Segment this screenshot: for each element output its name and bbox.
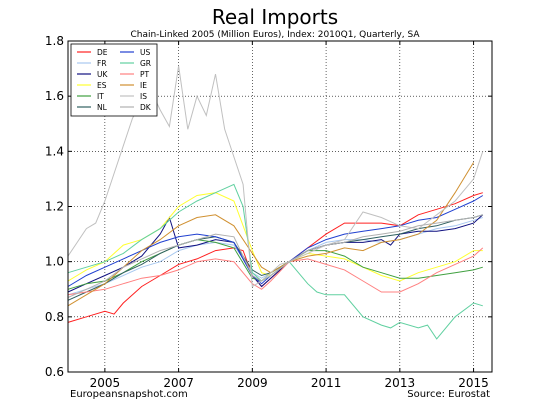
source-left: Europeansnapshot.com xyxy=(70,389,188,400)
legend-label-nl: NL xyxy=(97,103,108,112)
y-tick-label: 0.8 xyxy=(45,310,64,324)
x-tick-label: 2007 xyxy=(163,376,194,390)
legend-label-us: US xyxy=(140,48,150,57)
x-tick-label: 2009 xyxy=(237,376,268,390)
legend-label-fr: FR xyxy=(97,59,107,68)
legend-label-gr: GR xyxy=(140,59,151,68)
y-tick-label: 1.0 xyxy=(45,255,64,269)
x-tick-label: 2005 xyxy=(90,376,121,390)
legend-label-de: DE xyxy=(97,48,108,57)
series-line-is xyxy=(67,65,484,288)
chart-title: Real Imports xyxy=(212,5,338,29)
y-tick-label: 0.6 xyxy=(45,365,64,379)
series-line-es xyxy=(67,192,483,282)
series-line-de xyxy=(67,192,483,323)
series-line-nl xyxy=(67,214,483,301)
legend-label-is: IS xyxy=(140,92,147,101)
y-tick-label: 1.4 xyxy=(45,144,64,158)
series-line-ie xyxy=(67,162,475,307)
y-tick-label: 1.2 xyxy=(45,200,64,214)
series-line-pt xyxy=(67,247,484,296)
series-line-uk xyxy=(67,214,484,293)
legend-label-es: ES xyxy=(97,81,107,90)
series-line-dk xyxy=(67,214,483,298)
y-tick-label: 1.6 xyxy=(45,89,64,103)
x-tick-label: 2011 xyxy=(311,376,342,390)
legend-box xyxy=(70,43,158,117)
source-right: Source: Eurostat xyxy=(407,389,490,400)
x-tick-label: 2013 xyxy=(385,376,416,390)
legend-label-dk: DK xyxy=(140,103,152,112)
x-tick-label: 2015 xyxy=(458,376,489,390)
legend-label-pt: PT xyxy=(140,70,150,79)
legend: DE FR UK ES IT NL US GR PT IE IS DK xyxy=(70,43,158,117)
legend-label-uk: UK xyxy=(97,70,108,79)
chart-subtitle: Chain-Linked 2005 (Million Euros), Index… xyxy=(130,30,420,40)
legend-label-it: IT xyxy=(97,92,104,101)
series-layer xyxy=(67,65,484,340)
legend-label-ie: IE xyxy=(140,81,147,90)
axis-ticks: 0.6 0.8 1.0 1.2 1.4 1.6 1.8 2005 2007 2009 2011 201… xyxy=(45,34,492,390)
y-tick-label: 1.8 xyxy=(45,34,64,48)
